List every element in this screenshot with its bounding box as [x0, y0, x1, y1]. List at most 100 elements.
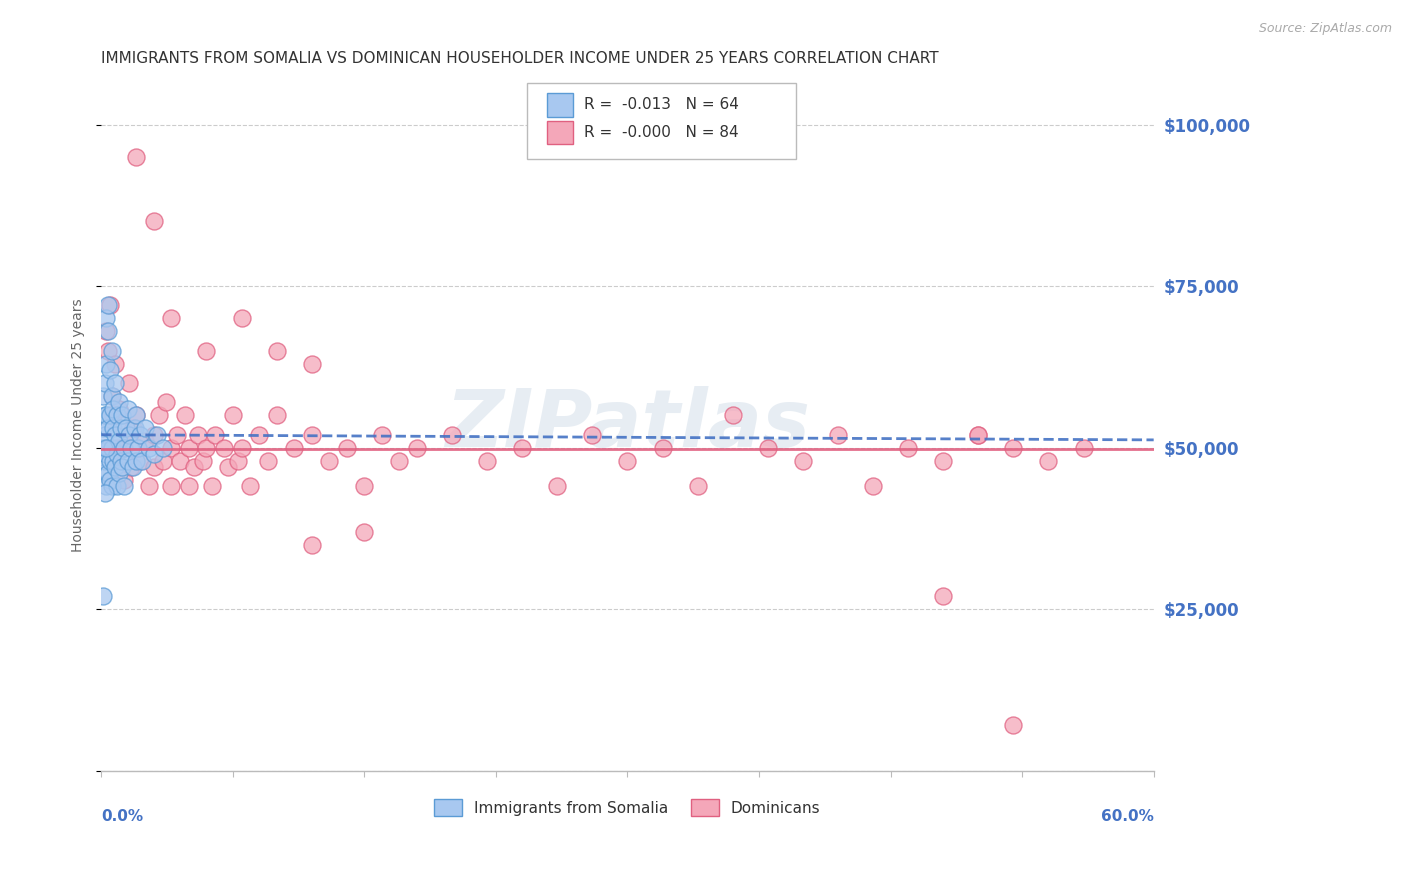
Point — [138, 441, 160, 455]
Point — [160, 441, 183, 455]
Point — [301, 537, 323, 551]
Point — [96, 447, 118, 461]
Point — [336, 441, 359, 455]
Point — [187, 427, 209, 442]
Point — [97, 467, 120, 481]
Point — [112, 441, 135, 455]
Point — [651, 441, 673, 455]
Legend: Immigrants from Somalia, Dominicans: Immigrants from Somalia, Dominicans — [429, 793, 827, 822]
Point — [93, 427, 115, 442]
Point — [756, 441, 779, 455]
Point — [104, 460, 127, 475]
Point — [118, 376, 141, 390]
Point — [107, 434, 129, 449]
Point — [897, 441, 920, 455]
Point — [406, 441, 429, 455]
Point — [862, 479, 884, 493]
Point — [120, 441, 142, 455]
Point — [231, 311, 253, 326]
Point — [128, 427, 150, 442]
Point — [100, 389, 122, 403]
Point — [98, 363, 121, 377]
Point — [371, 427, 394, 442]
Point — [142, 460, 165, 475]
Point — [91, 589, 114, 603]
Point — [1038, 453, 1060, 467]
Point — [142, 214, 165, 228]
Point — [112, 473, 135, 487]
Point — [134, 434, 156, 449]
Point — [104, 376, 127, 390]
Point — [96, 479, 118, 493]
Point — [827, 427, 849, 442]
Point — [110, 453, 132, 467]
Point — [283, 441, 305, 455]
Point — [100, 479, 122, 493]
Point — [932, 453, 955, 467]
Text: R =  -0.000   N = 84: R = -0.000 N = 84 — [585, 125, 740, 140]
Point — [967, 427, 990, 442]
Point — [114, 421, 136, 435]
Point — [146, 427, 169, 442]
Point — [93, 453, 115, 467]
Point — [231, 441, 253, 455]
Point — [107, 467, 129, 481]
Point — [100, 343, 122, 358]
Point — [201, 479, 224, 493]
Point — [134, 421, 156, 435]
Text: 60.0%: 60.0% — [1101, 809, 1154, 823]
Point — [112, 479, 135, 493]
Point — [117, 453, 139, 467]
Point — [93, 486, 115, 500]
Point — [91, 421, 114, 435]
Point — [721, 409, 744, 423]
Point — [177, 479, 200, 493]
Point — [183, 460, 205, 475]
Point — [111, 460, 134, 475]
Point — [100, 389, 122, 403]
Point — [967, 427, 990, 442]
Point — [212, 441, 235, 455]
Point — [155, 395, 177, 409]
Point — [475, 453, 498, 467]
Point — [195, 343, 218, 358]
Point — [91, 441, 114, 455]
Point — [160, 479, 183, 493]
Point — [120, 460, 142, 475]
Point — [353, 479, 375, 493]
Point — [125, 453, 148, 467]
Point — [97, 343, 120, 358]
Point — [97, 298, 120, 312]
Text: ZIPatlas: ZIPatlas — [444, 386, 810, 464]
Point — [301, 427, 323, 442]
Point — [98, 473, 121, 487]
Point — [1002, 441, 1025, 455]
Point — [932, 589, 955, 603]
Point — [686, 479, 709, 493]
Y-axis label: Householder Income Under 25 years: Householder Income Under 25 years — [72, 298, 86, 552]
Point — [107, 395, 129, 409]
Point — [100, 441, 122, 455]
Point — [138, 479, 160, 493]
Point — [125, 150, 148, 164]
Point — [97, 324, 120, 338]
Point — [117, 427, 139, 442]
Point — [91, 467, 114, 481]
Point — [510, 441, 533, 455]
Point — [174, 409, 197, 423]
Point — [546, 479, 568, 493]
Point — [93, 409, 115, 423]
Point — [792, 453, 814, 467]
Point — [131, 453, 153, 467]
Point — [93, 376, 115, 390]
Point — [222, 409, 245, 423]
Point — [117, 401, 139, 416]
Point — [127, 441, 149, 455]
Point — [105, 479, 128, 493]
Text: R =  -0.013   N = 64: R = -0.013 N = 64 — [585, 97, 740, 112]
Point — [581, 427, 603, 442]
Point — [98, 298, 121, 312]
Text: IMMIGRANTS FROM SOMALIA VS DOMINICAN HOUSEHOLDER INCOME UNDER 25 YEARS CORRELATI: IMMIGRANTS FROM SOMALIA VS DOMINICAN HOU… — [101, 51, 939, 66]
Point — [103, 409, 125, 423]
Point — [148, 409, 170, 423]
